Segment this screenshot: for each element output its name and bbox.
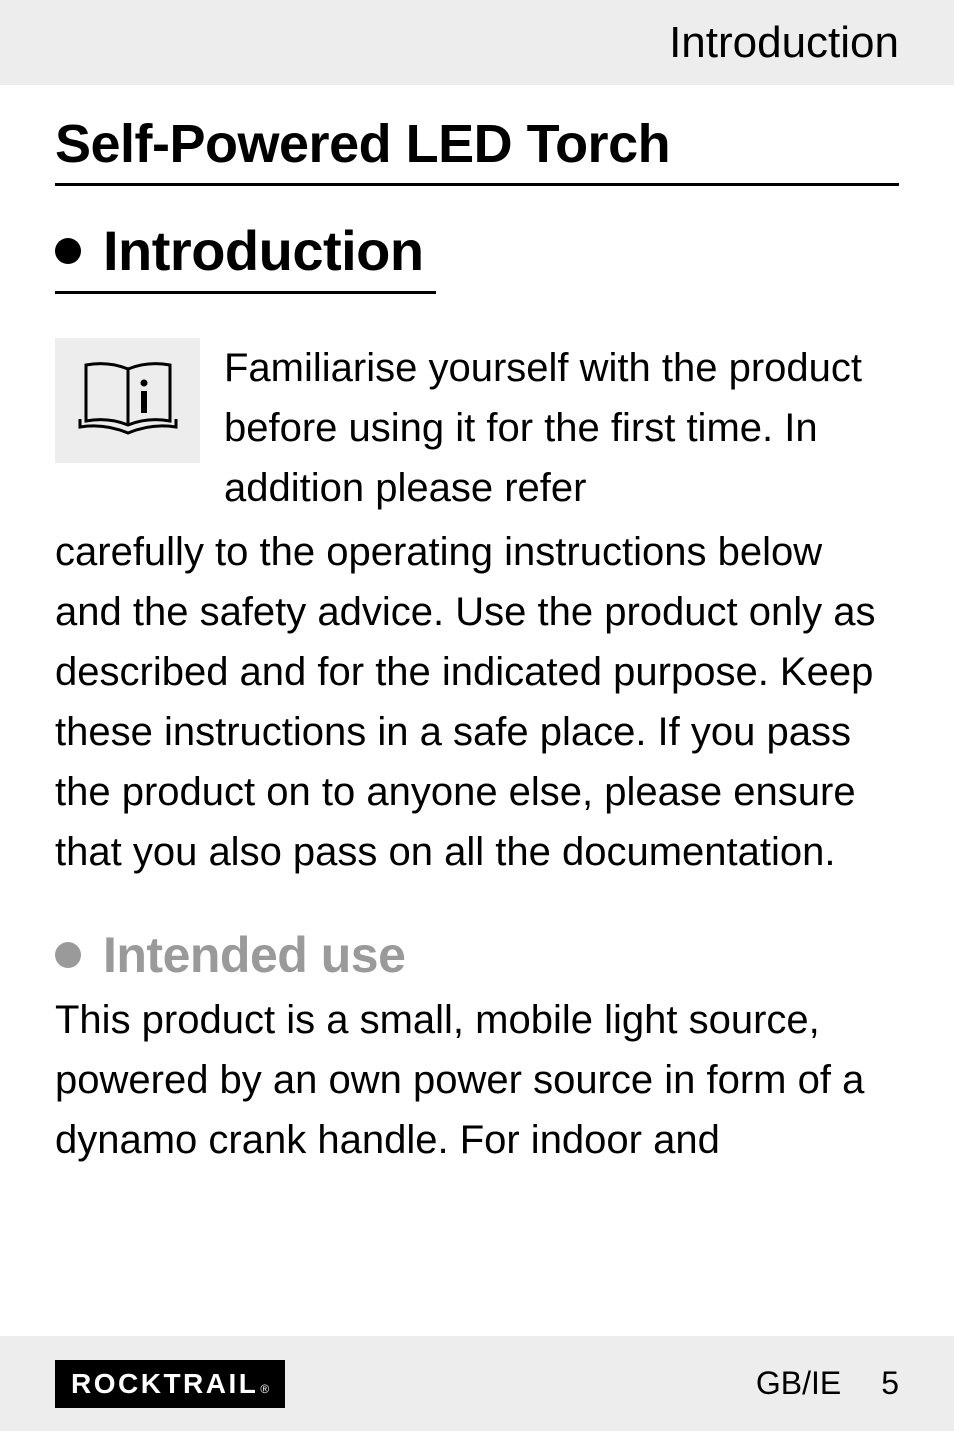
page-info: GB/IE 5 — [756, 1365, 899, 1402]
product-title-row: Self-Powered LED Torch — [55, 113, 899, 186]
brand-badge: ROCKTRAIL ® — [55, 1360, 285, 1408]
introduction-heading-text: Introduction — [103, 218, 424, 283]
registered-mark: ® — [260, 1382, 269, 1396]
brand-name: ROCKTRAIL — [71, 1368, 258, 1400]
footer-band: ROCKTRAIL ® GB/IE 5 — [0, 1336, 954, 1431]
manual-info-icon-box — [55, 338, 200, 463]
intro-body-first: Familiarise yourself with the product be… — [224, 338, 899, 518]
intended-use-body: This product is a small, mobile light so… — [55, 990, 899, 1170]
header-band: Introduction — [0, 0, 954, 85]
section-heading-introduction: Introduction — [55, 218, 436, 294]
bullet-icon — [55, 942, 81, 968]
info-callout: Familiarise yourself with the product be… — [55, 338, 899, 518]
page-number: 5 — [881, 1365, 899, 1402]
section-heading-intended-use: Intended use — [55, 926, 899, 984]
product-title: Self-Powered LED Torch — [55, 114, 670, 174]
page-content: Self-Powered LED Torch Introduction Fami… — [0, 85, 954, 1170]
running-title: Introduction — [669, 18, 899, 68]
bullet-icon — [55, 238, 81, 264]
region-code: GB/IE — [756, 1365, 841, 1402]
intro-body-rest: carefully to the operating instructions … — [55, 522, 899, 882]
intended-use-heading-text: Intended use — [103, 926, 405, 984]
manual-info-icon — [78, 361, 178, 441]
